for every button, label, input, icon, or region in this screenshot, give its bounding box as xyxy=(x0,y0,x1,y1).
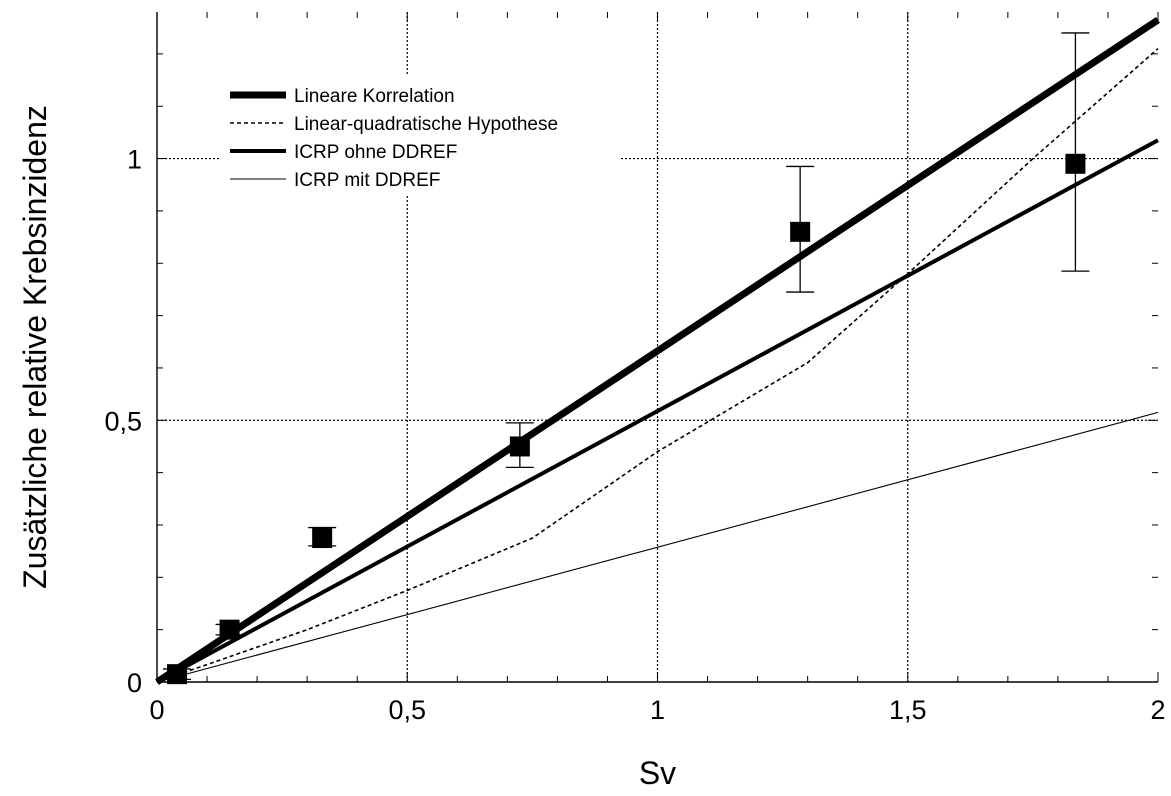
y-axis-title: Zusätzliche relative Krebsinzidenz xyxy=(17,105,53,589)
minor-ticks xyxy=(156,12,1159,683)
y-tick-label: 1 xyxy=(127,145,142,175)
legend-label: Lineare Korrelation xyxy=(294,86,455,107)
x-tick-label: 0,5 xyxy=(388,695,426,725)
legend-label: ICRP ohne DDREF xyxy=(294,142,457,163)
legend-label: Linear-quadratische Hypothese xyxy=(294,114,558,135)
legend-background xyxy=(220,76,620,194)
data-point xyxy=(509,436,530,457)
x-axis-title: Sv xyxy=(639,755,676,791)
legend-label: ICRP mit DDREF xyxy=(294,170,440,191)
data-point xyxy=(790,221,811,242)
axes-layer xyxy=(156,12,1158,683)
series-line-icrp-ohne-ddref xyxy=(156,138,1159,684)
grid-layer xyxy=(157,12,1158,682)
y-tick-label: 0 xyxy=(127,668,142,698)
y-tick-label: 0,5 xyxy=(104,406,142,436)
series-layer xyxy=(155,16,1160,685)
data-point xyxy=(219,619,240,640)
x-tick-label: 1 xyxy=(650,695,665,725)
points-layer xyxy=(163,32,1090,685)
data-point xyxy=(1065,153,1086,174)
x-tick-label: 2 xyxy=(1150,695,1165,725)
x-tick-label: 0 xyxy=(149,695,164,725)
data-point xyxy=(312,528,333,549)
legend: Lineare Korrelation Linear-quadratische H… xyxy=(230,86,558,191)
tick-labels: 0 0,5 1 1,5 2 0 0,5 1 xyxy=(104,145,1165,725)
series-line-icrp-mit-ddref xyxy=(156,411,1159,683)
series-line-lineare-korrelation xyxy=(155,16,1160,685)
series-line-linear-quadratische-hypothese xyxy=(156,47,1159,683)
data-point xyxy=(167,664,188,685)
x-tick-label: 1,5 xyxy=(889,695,927,725)
